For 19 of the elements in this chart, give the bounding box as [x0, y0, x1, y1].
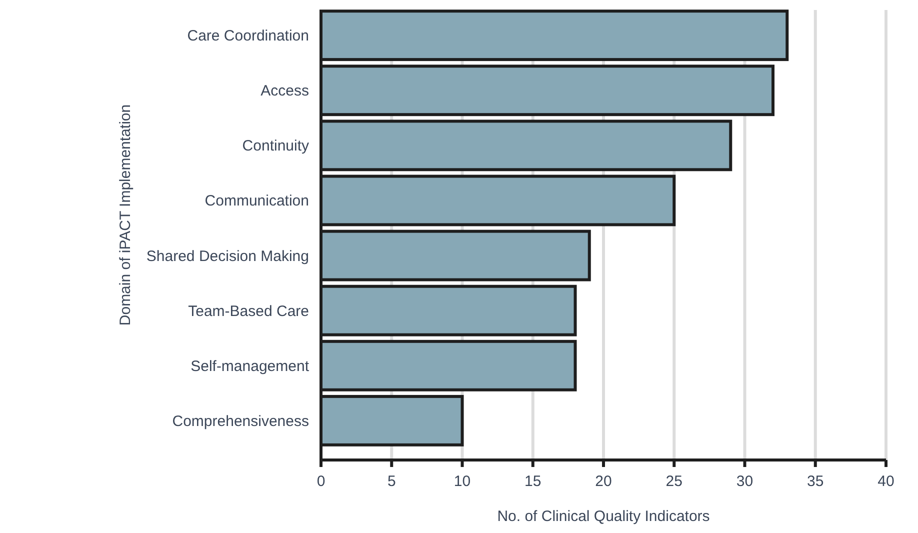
x-tick-label: 5	[387, 473, 396, 490]
x-tick-label: 10	[454, 473, 471, 490]
x-tick-label: 15	[524, 473, 542, 490]
y-tick-label: Care Coordination	[187, 28, 309, 45]
y-tick-label: Shared Decision Making	[146, 248, 309, 265]
x-tick-label: 30	[736, 473, 754, 490]
x-tick-label: 0	[316, 473, 326, 490]
y-tick-label: Comprehensiveness	[172, 412, 309, 430]
x-tick-label: 40	[878, 473, 894, 490]
x-axis-title: No. of Clinical Quality Indicators	[497, 508, 710, 525]
y-tick-label: Continuity	[242, 138, 310, 155]
y-tick-label: Self-management	[190, 358, 310, 375]
x-tick-label: 20	[595, 473, 612, 490]
y-tick-label: Access	[260, 82, 309, 100]
y-tick-label: Team-Based Care	[188, 302, 309, 320]
x-tick-label: 25	[666, 473, 682, 490]
y-tick-label: Communication	[204, 192, 309, 210]
x-tick-label: 35	[807, 473, 824, 490]
y-axis-title: Domain of iPACT Implementation	[117, 104, 134, 326]
